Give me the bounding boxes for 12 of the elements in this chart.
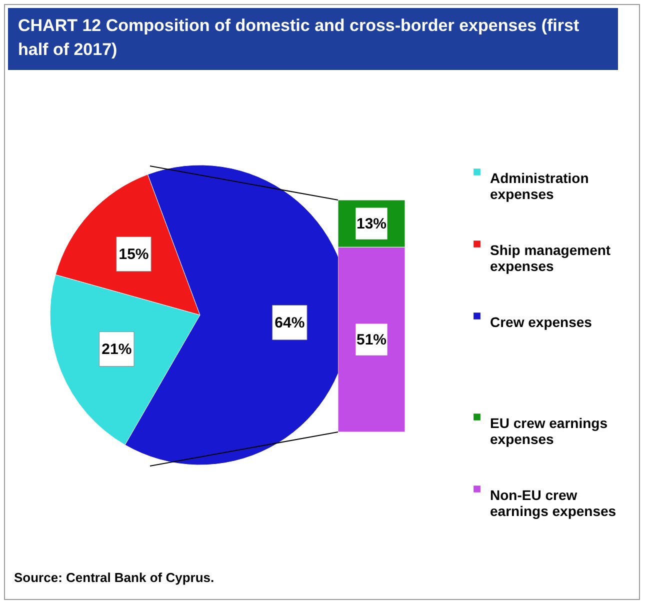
legend-label: Crew expenses	[490, 314, 592, 330]
data-label: 13%	[356, 216, 387, 233]
data-label: 21%	[102, 341, 132, 358]
legend-label: Administration expenses	[490, 170, 589, 202]
legend-label: Non-EU crew earnings expenses	[490, 487, 616, 519]
data-label: 64%	[274, 314, 305, 332]
legend-label: EU crew earnings expenses	[490, 415, 608, 447]
chart-title: CHART 12 Composition of domestic and cross-border expenses (first half of 2017)	[8, 8, 618, 70]
legend-label: Ship management expenses	[490, 242, 611, 274]
data-label: 51%	[356, 332, 387, 349]
data-label: 15%	[118, 246, 149, 264]
source-note: Source: Central Bank of Cyprus.	[14, 570, 214, 585]
